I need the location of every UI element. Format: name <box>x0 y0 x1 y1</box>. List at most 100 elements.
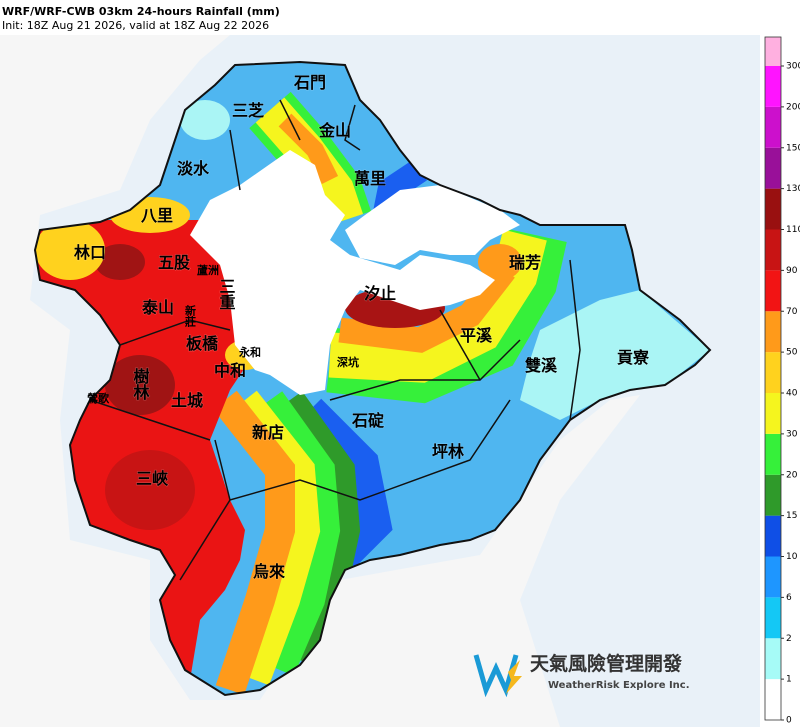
land <box>0 35 640 727</box>
color-segment <box>765 638 781 680</box>
rain-zone <box>338 262 515 353</box>
color-segment <box>765 66 781 107</box>
logo: 天氣風險管理開發 WeatherRisk Explore Inc. <box>473 652 690 698</box>
logo-mark <box>473 654 519 698</box>
rain-zone <box>213 390 295 695</box>
district-labels: 三芝 石門 金山 淡水 萬里 八里 林口 五股 蘆洲 瑞芳 汐止 三重 泰山 新… <box>73 73 650 582</box>
district-border <box>439 309 481 381</box>
tick-label: 0 <box>786 716 792 726</box>
tick-label: 50 <box>786 348 798 358</box>
district-label: 三峽 <box>136 469 169 488</box>
tick-label: 6 <box>786 593 792 603</box>
rain-zone <box>35 220 105 280</box>
color-segment <box>765 37 781 66</box>
district-label: 貢寮 <box>617 348 650 367</box>
rain-zone <box>233 390 321 686</box>
color-segment <box>765 311 781 353</box>
tick-label: 90 <box>786 266 798 276</box>
tick-label: 40 <box>786 389 798 399</box>
district-label: 平溪 <box>460 326 493 345</box>
rain-zone <box>257 391 341 676</box>
district-label: 坪林 <box>432 442 464 461</box>
district-border <box>329 339 521 401</box>
district-border <box>89 399 211 441</box>
rain-zone <box>105 450 195 530</box>
logo-bolt <box>506 660 522 694</box>
district-label: 汐止 <box>364 284 396 303</box>
tick-label: 150 <box>786 143 800 153</box>
district-label: 土城 <box>171 391 203 410</box>
tick-label: 30 <box>786 429 798 439</box>
district-label: 板橋 <box>186 334 219 353</box>
tick-label: 300 <box>786 62 800 72</box>
colorbar-frame <box>764 36 782 721</box>
tick-label: 200 <box>786 102 800 112</box>
district-label: 三芝 <box>232 101 264 120</box>
district-label: 五股 <box>158 253 191 272</box>
tick-label: 110 <box>786 225 800 235</box>
district-label: 鶯歌 <box>87 391 110 405</box>
tick-label: 2 <box>786 634 792 644</box>
subtitle: Init: 18Z Aug 21 2026, valid at 18Z Aug … <box>2 19 269 32</box>
district-label: 烏來 <box>253 562 285 581</box>
district-label: 雙溪 <box>525 356 558 375</box>
district-label: 新店 <box>252 423 284 442</box>
color-segment <box>765 597 781 639</box>
rain-zone <box>478 244 522 280</box>
district-label: 泰山 <box>141 298 174 317</box>
tick-label: 70 <box>786 307 798 317</box>
rain-zone <box>95 244 145 280</box>
district-label: 萬里 <box>354 169 386 188</box>
color-segment <box>765 188 781 230</box>
district-label: 蘆洲 <box>197 263 219 277</box>
color-segment <box>765 147 781 189</box>
tick-label: 130 <box>786 184 800 194</box>
district-label: 樹林 <box>131 367 150 401</box>
tick-label: 15 <box>786 511 797 521</box>
tick-label: 1 <box>786 675 792 685</box>
color-segment <box>765 270 781 312</box>
district-label: 新莊 <box>184 304 198 328</box>
logo-tagline: WeatherRisk Explore Inc. <box>548 680 690 691</box>
color-segment <box>765 106 781 148</box>
rain-zone <box>277 391 361 667</box>
logo-name: 天氣風險管理開發 <box>530 652 683 675</box>
district-border <box>179 499 231 581</box>
color-segment <box>765 556 781 598</box>
color-segment <box>765 679 781 720</box>
district-label: 淡水 <box>177 159 210 178</box>
color-segment <box>765 393 781 434</box>
district-border <box>344 104 361 151</box>
color-segment <box>765 515 781 557</box>
district-borders <box>89 99 581 581</box>
rain-zone <box>180 100 230 140</box>
colorbar: 0 1 2 6 10 15 20 30 40 50 70 90 110 130 150 200 300 <box>764 36 800 726</box>
rain-zone <box>105 355 175 415</box>
district-label: 石碇 <box>351 411 384 430</box>
district-label: 中和 <box>214 361 246 380</box>
district-border <box>279 99 301 141</box>
district-label: 瑞芳 <box>509 253 541 272</box>
district-border <box>229 129 241 191</box>
keelung-city <box>345 185 520 265</box>
tick-label: 10 <box>786 552 798 562</box>
district-label: 深坑 <box>337 355 359 369</box>
district-label: 石門 <box>293 73 326 92</box>
district-label: 八里 <box>140 206 173 225</box>
title: WRF/WRF-CWB 03km 24-hours Rainfall (mm) <box>2 5 280 18</box>
tick-label: 20 <box>786 470 798 480</box>
color-segment <box>765 229 781 271</box>
district-border <box>569 259 581 421</box>
district-label: 三重 <box>217 278 236 310</box>
district-border <box>214 399 511 501</box>
header-bg <box>0 0 800 35</box>
district-label: 永和 <box>238 345 261 359</box>
county-border <box>33 60 712 697</box>
district-label: 金山 <box>318 121 351 140</box>
district-label: 林口 <box>74 243 106 262</box>
color-segment <box>765 352 781 393</box>
color-segment <box>765 474 781 516</box>
color-segment <box>765 433 781 475</box>
taipei-city <box>190 150 495 395</box>
